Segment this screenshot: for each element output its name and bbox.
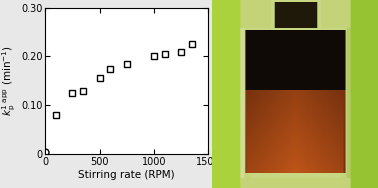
Y-axis label: $k_\mathrm{p}^{1\ \mathrm{app}}\ (\mathrm{min}^{-1})$: $k_\mathrm{p}^{1\ \mathrm{app}}\ (\mathr… [1,45,18,116]
X-axis label: Stirring rate (RPM): Stirring rate (RPM) [78,170,175,180]
